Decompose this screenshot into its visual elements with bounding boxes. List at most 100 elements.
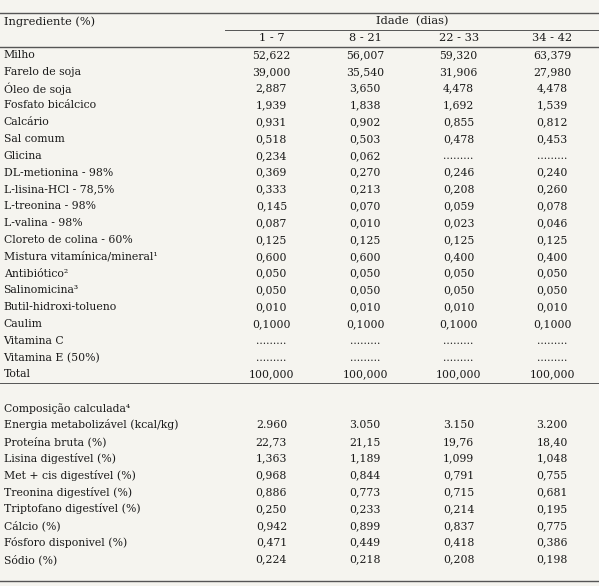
Text: 3.200: 3.200 xyxy=(537,420,568,430)
Text: Glicina: Glicina xyxy=(4,151,42,161)
Text: 59,320: 59,320 xyxy=(440,50,478,60)
Text: Fosfato bicálcico: Fosfato bicálcico xyxy=(4,100,96,110)
Text: .........: ......... xyxy=(537,336,567,346)
Text: .........: ......... xyxy=(256,353,286,363)
Text: 0,010: 0,010 xyxy=(256,302,287,312)
Text: Antibiótico²: Antibiótico² xyxy=(4,268,68,278)
Text: 0,208: 0,208 xyxy=(443,554,474,564)
Text: 0,681: 0,681 xyxy=(537,487,568,497)
Text: 4,478: 4,478 xyxy=(537,84,568,94)
Text: Triptofano digestível (%): Triptofano digestível (%) xyxy=(4,503,140,515)
Text: 0,062: 0,062 xyxy=(349,151,381,161)
Text: .........: ......... xyxy=(537,151,567,161)
Text: 0,855: 0,855 xyxy=(443,117,474,127)
Text: 0,503: 0,503 xyxy=(349,134,381,144)
Text: 0,1000: 0,1000 xyxy=(346,319,385,329)
Text: 52,622: 52,622 xyxy=(252,50,291,60)
Text: 100,000: 100,000 xyxy=(249,369,294,380)
Text: 63,379: 63,379 xyxy=(533,50,571,60)
Text: 0,050: 0,050 xyxy=(537,268,568,278)
Text: Fósforo disponivel (%): Fósforo disponivel (%) xyxy=(4,537,127,548)
Text: 27,980: 27,980 xyxy=(533,67,571,77)
Text: 19,76: 19,76 xyxy=(443,437,474,447)
Text: L-lisina-HCl - 78,5%: L-lisina-HCl - 78,5% xyxy=(4,185,114,195)
Text: Met + cis digestível (%): Met + cis digestível (%) xyxy=(4,470,135,481)
Text: 18,40: 18,40 xyxy=(537,437,568,447)
Text: Milho: Milho xyxy=(4,50,35,60)
Text: 0,902: 0,902 xyxy=(349,117,381,127)
Text: Treonina digestível (%): Treonina digestível (%) xyxy=(4,487,132,498)
Text: 3.050: 3.050 xyxy=(349,420,380,430)
Text: 22,73: 22,73 xyxy=(256,437,287,447)
Text: Calcário: Calcário xyxy=(4,117,49,127)
Text: 0,214: 0,214 xyxy=(443,504,474,514)
Text: 0,010: 0,010 xyxy=(537,302,568,312)
Text: 0,886: 0,886 xyxy=(256,487,287,497)
Text: 0,899: 0,899 xyxy=(349,521,380,531)
Text: Lisina digestível (%): Lisina digestível (%) xyxy=(4,453,116,464)
Text: 31,906: 31,906 xyxy=(440,67,478,77)
Text: Energia metabolizável (kcal/kg): Energia metabolizável (kcal/kg) xyxy=(4,420,178,430)
Text: 0,369: 0,369 xyxy=(256,168,287,178)
Text: .........: ......... xyxy=(537,353,567,363)
Text: Sódio (%): Sódio (%) xyxy=(4,554,57,565)
Text: Composição calculada⁴: Composição calculada⁴ xyxy=(4,403,130,414)
Text: 4,478: 4,478 xyxy=(443,84,474,94)
Text: 8 - 21: 8 - 21 xyxy=(349,33,382,43)
Text: 0,208: 0,208 xyxy=(443,185,474,195)
Text: 2.960: 2.960 xyxy=(256,420,287,430)
Text: 34 - 42: 34 - 42 xyxy=(532,33,572,43)
Text: 0,246: 0,246 xyxy=(443,168,474,178)
Text: 0,260: 0,260 xyxy=(537,185,568,195)
Text: 0,518: 0,518 xyxy=(256,134,287,144)
Text: 0,449: 0,449 xyxy=(349,537,380,548)
Text: 0,125: 0,125 xyxy=(537,235,568,245)
Text: 0,087: 0,087 xyxy=(256,218,287,228)
Text: 0,078: 0,078 xyxy=(537,201,568,212)
Text: 0,1000: 0,1000 xyxy=(439,319,478,329)
Text: 0,418: 0,418 xyxy=(443,537,474,548)
Text: 1,939: 1,939 xyxy=(256,100,287,110)
Text: 0,233: 0,233 xyxy=(349,504,381,514)
Text: 0,240: 0,240 xyxy=(537,168,568,178)
Text: 22 - 33: 22 - 33 xyxy=(438,33,479,43)
Text: 0,010: 0,010 xyxy=(349,302,381,312)
Text: Butil-hidroxi-tolueno: Butil-hidroxi-tolueno xyxy=(4,302,117,312)
Text: .........: ......... xyxy=(256,336,286,346)
Text: 0,218: 0,218 xyxy=(349,554,381,564)
Text: 0,931: 0,931 xyxy=(256,117,287,127)
Text: 0,715: 0,715 xyxy=(443,487,474,497)
Text: 0,224: 0,224 xyxy=(256,554,287,564)
Text: Proteína bruta (%): Proteína bruta (%) xyxy=(4,437,106,447)
Text: .........: ......... xyxy=(443,151,474,161)
Text: Farelo de soja: Farelo de soja xyxy=(4,67,81,77)
Text: 0,125: 0,125 xyxy=(443,235,474,245)
Text: 0,195: 0,195 xyxy=(537,504,568,514)
Text: 2,887: 2,887 xyxy=(256,84,287,94)
Text: Idade  (dias): Idade (dias) xyxy=(376,16,448,26)
Text: 39,000: 39,000 xyxy=(252,67,291,77)
Text: 0,070: 0,070 xyxy=(349,201,381,212)
Text: 0,942: 0,942 xyxy=(256,521,287,531)
Text: 0,755: 0,755 xyxy=(537,471,568,481)
Text: 100,000: 100,000 xyxy=(530,369,575,380)
Text: 0,844: 0,844 xyxy=(349,471,380,481)
Text: 3.150: 3.150 xyxy=(443,420,474,430)
Text: 1,099: 1,099 xyxy=(443,454,474,464)
Text: 0,600: 0,600 xyxy=(349,252,381,262)
Text: 1,539: 1,539 xyxy=(537,100,568,110)
Text: 0,1000: 0,1000 xyxy=(533,319,571,329)
Text: 0,046: 0,046 xyxy=(537,218,568,228)
Text: 35,540: 35,540 xyxy=(346,67,384,77)
Text: .........: ......... xyxy=(443,353,474,363)
Text: 0,010: 0,010 xyxy=(349,218,381,228)
Text: 0,050: 0,050 xyxy=(443,285,474,295)
Text: 0,968: 0,968 xyxy=(256,471,287,481)
Text: 1 - 7: 1 - 7 xyxy=(259,33,285,43)
Text: 0,453: 0,453 xyxy=(537,134,568,144)
Text: Vitamina E (50%): Vitamina E (50%) xyxy=(4,353,101,363)
Text: 0,213: 0,213 xyxy=(349,185,381,195)
Text: L-valina - 98%: L-valina - 98% xyxy=(4,218,82,228)
Text: 0,050: 0,050 xyxy=(537,285,568,295)
Text: 0,023: 0,023 xyxy=(443,218,474,228)
